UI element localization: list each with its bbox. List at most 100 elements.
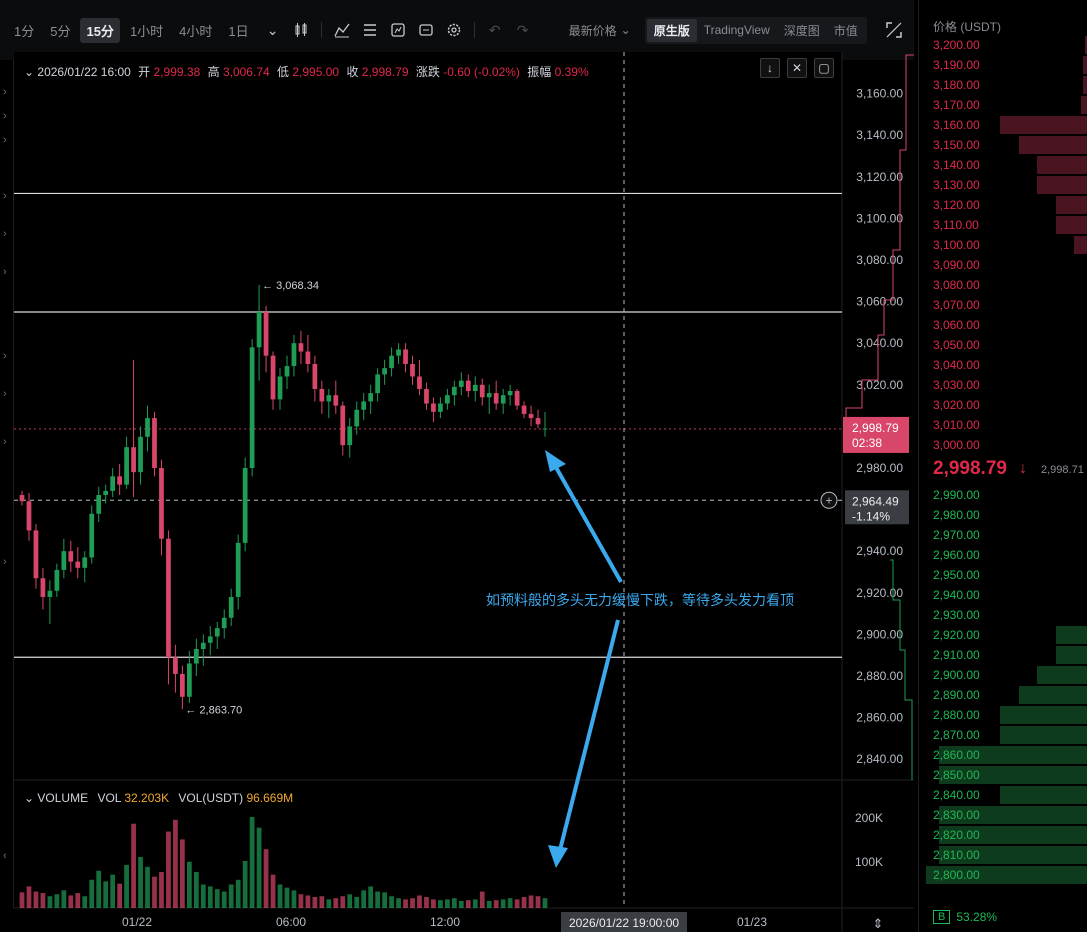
timeframe-1d[interactable]: 1日	[228, 23, 249, 39]
candle-type-icon[interactable]	[290, 19, 312, 41]
annotation-arrow-line	[558, 619, 620, 851]
orderbook-ask-row[interactable]: 3,110.00	[919, 215, 1087, 235]
chevron-right-icon[interactable]: ›	[3, 556, 7, 568]
collapse-icon[interactable]: ✕	[787, 58, 807, 78]
price-type-select[interactable]: 最新价格 ⌄	[569, 22, 631, 39]
orderbook-bid-row[interactable]: 2,870.00	[919, 725, 1087, 745]
orderbook-ask-row[interactable]: 3,190.00	[919, 55, 1087, 75]
orderbook-ask-row[interactable]: 3,070.00	[919, 295, 1087, 315]
orderbook-bid-row[interactable]: 2,920.00	[919, 625, 1087, 645]
chevron-right-icon[interactable]: ›	[3, 436, 7, 448]
orderbook-ask-row[interactable]: 3,060.00	[919, 315, 1087, 335]
timeframe-15m[interactable]: 15分	[80, 17, 120, 43]
indicator-icon[interactable]	[331, 19, 353, 41]
maximize-icon[interactable]: ▢	[814, 58, 834, 78]
x-tick-label: 12:00	[430, 915, 460, 929]
crosshair-price-box	[845, 490, 909, 525]
orderbook-bid-row[interactable]: 2,800.00	[919, 865, 1087, 885]
volume-bar	[389, 896, 394, 908]
chevron-down-icon[interactable]: ⌄	[24, 65, 35, 79]
vol-value: 32.203K	[124, 791, 170, 805]
candle-body	[389, 355, 394, 369]
orderbook-bid-row[interactable]: 2,970.00	[919, 525, 1087, 545]
orderbook-bid-row[interactable]: 2,890.00	[919, 685, 1087, 705]
orderbook-bid-row[interactable]: 2,860.00	[919, 745, 1087, 765]
orderbook-ask-row[interactable]: 3,040.00	[919, 355, 1087, 375]
orderbook-bid-row[interactable]: 2,940.00	[919, 585, 1087, 605]
crosshair-pct-label: -1.14%	[852, 509, 890, 523]
orderbook-ask-row[interactable]: 3,000.00	[919, 435, 1087, 455]
replay-icon[interactable]	[415, 19, 437, 41]
candle-body	[235, 542, 241, 597]
volume-bar	[333, 898, 339, 908]
chevron-down-icon[interactable]: ⌄	[24, 791, 35, 805]
chevron-right-icon[interactable]: ›	[3, 228, 7, 240]
orderbook-ask-row[interactable]: 3,130.00	[919, 175, 1087, 195]
candle-body	[221, 617, 227, 629]
annotation-text[interactable]: 如预料般的多头无力缓慢下跌，等待多头发力看顶	[486, 592, 794, 608]
orderbook-ask-row[interactable]: 3,090.00	[919, 255, 1087, 275]
orderbook-ask-row[interactable]: 3,010.00	[919, 415, 1087, 435]
candle-body	[200, 642, 206, 649]
chevron-right-icon[interactable]: ›	[3, 190, 7, 202]
orderbook-bid-row[interactable]: 2,880.00	[919, 705, 1087, 725]
chart-template-icon[interactable]	[387, 19, 409, 41]
chevron-right-icon[interactable]: ›	[3, 350, 7, 362]
orderbook-bid-row[interactable]: 2,990.00	[919, 485, 1087, 505]
orderbook-bid-row[interactable]: 2,960.00	[919, 545, 1087, 565]
orderbook-bid-row[interactable]: 2,840.00	[919, 785, 1087, 805]
orderbook-bid-row[interactable]: 2,810.00	[919, 845, 1087, 865]
orderbook-bid-row[interactable]: 2,910.00	[919, 645, 1087, 665]
orderbook-bid-row[interactable]: 2,950.00	[919, 565, 1087, 585]
orderbook-ask-row[interactable]: 3,170.00	[919, 95, 1087, 115]
orderbook-ask-row[interactable]: 3,020.00	[919, 395, 1087, 415]
orderbook-ask-row[interactable]: 3,120.00	[919, 195, 1087, 215]
list-icon[interactable]	[359, 19, 381, 41]
annotation-arrow-line	[551, 461, 623, 583]
orderbook-ask-row[interactable]: 3,180.00	[919, 75, 1087, 95]
orderbook-bid-row[interactable]: 2,980.00	[919, 505, 1087, 525]
tab-market-cap[interactable]: 市值	[833, 23, 858, 38]
y-tick-label: 2,880.00	[856, 669, 903, 683]
redo-icon[interactable]: ↷	[516, 21, 529, 38]
orderbook-ask-row[interactable]: 3,200.00	[919, 35, 1087, 55]
undo-icon[interactable]: ↶	[488, 21, 501, 38]
orderbook-bid-row[interactable]: 2,850.00	[919, 765, 1087, 785]
orderbook-ask-row[interactable]: 3,050.00	[919, 335, 1087, 355]
ask-depth-bar	[1037, 156, 1087, 174]
chevron-down-icon[interactable]: ⌄	[266, 21, 279, 38]
orderbook-bid-row[interactable]: 2,930.00	[919, 605, 1087, 625]
chevron-right-icon[interactable]: ›	[3, 266, 7, 278]
volume-bar	[166, 831, 171, 908]
orderbook-bid-row[interactable]: 2,820.00	[919, 825, 1087, 845]
orderbook-ask-row[interactable]: 3,150.00	[919, 135, 1087, 155]
orderbook-ask-row[interactable]: 3,100.00	[919, 235, 1087, 255]
ask-price: 3,200.00	[933, 38, 980, 52]
settings-icon[interactable]	[443, 19, 465, 41]
orderbook-ask-row[interactable]: 3,030.00	[919, 375, 1087, 395]
timeframe-4h[interactable]: 4小时	[179, 23, 213, 39]
chevron-right-icon[interactable]: ›	[3, 110, 7, 122]
arrow-down-icon[interactable]: ↓	[760, 58, 780, 78]
candlestick-chart[interactable]: 3,160.00 3,140.00 3,120.00 3,100.00 3,080.00…	[0, 0, 914, 932]
orderbook-bid-row[interactable]: 2,900.00	[919, 665, 1087, 685]
orderbook-ask-row[interactable]: 3,080.00	[919, 275, 1087, 295]
chevron-left-icon[interactable]: ‹	[3, 850, 7, 862]
orderbook-bid-row[interactable]: 2,830.00	[919, 805, 1087, 825]
tab-tradingview[interactable]: TradingView	[703, 23, 770, 37]
candle-body	[438, 403, 443, 412]
timeframe-5m[interactable]: 5分	[50, 23, 71, 39]
timeframe-1m[interactable]: 1分	[14, 23, 35, 39]
fullscreen-icon[interactable]	[884, 20, 904, 40]
orderbook-ask-row[interactable]: 3,140.00	[919, 155, 1087, 175]
annotation-arrowhead	[545, 450, 566, 472]
ask-price: 3,030.00	[933, 378, 980, 392]
chevron-right-icon[interactable]: ›	[3, 388, 7, 400]
tab-native[interactable]: 原生版	[646, 18, 697, 42]
tab-depth[interactable]: 深度图	[783, 23, 820, 38]
timeframe-1h[interactable]: 1小时	[129, 23, 164, 39]
orderbook-ask-row[interactable]: 3,160.00	[919, 115, 1087, 135]
chevron-right-icon[interactable]: ›	[3, 86, 7, 98]
chevron-right-icon[interactable]: ›	[3, 134, 7, 146]
candle-body	[451, 386, 457, 396]
